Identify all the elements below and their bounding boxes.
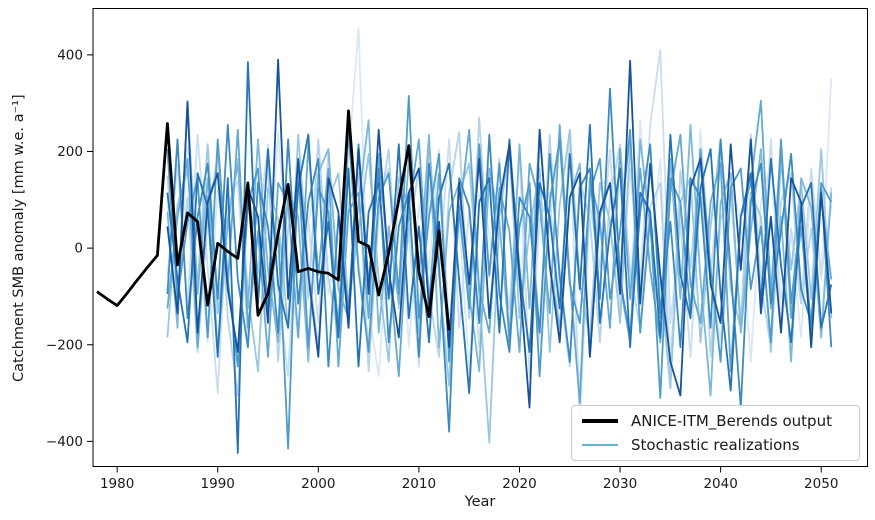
x-tick-label: 1980 (100, 476, 134, 492)
series-line-ANICE-ITM_Berends output (96, 109, 451, 331)
x-tick-label: 2020 (502, 476, 536, 492)
y-tick-label: −400 (46, 434, 83, 450)
series-line-stochastic-05 (166, 99, 833, 397)
x-tick-label: 2050 (804, 476, 838, 492)
x-tick-label: 2010 (402, 476, 436, 492)
series-line-stochastic-08 (166, 87, 833, 433)
series-line-stochastic-09 (166, 61, 833, 454)
legend-entry-stochastic: Stochastic realizations (582, 436, 859, 454)
series-line-stochastic-06 (166, 99, 833, 404)
y-axis-label: Catchment SMB anomaly [mm w.e. a⁻¹] (11, 94, 27, 382)
legend-line-sample-black (582, 419, 618, 423)
y-tick-label: 0 (74, 241, 83, 257)
x-tick-label: 2000 (301, 476, 335, 492)
plot-border (92, 8, 868, 467)
x-tick-label: 2040 (703, 476, 737, 492)
series-line-stochastic-10 (166, 58, 833, 409)
legend-line-sample-blue (582, 444, 618, 446)
y-tick-label: 200 (57, 144, 83, 160)
legend-entry-anice: ANICE-ITM_Berends output (582, 412, 859, 430)
legend-label-stochastic: Stochastic realizations (631, 436, 800, 454)
x-tick-label: 1990 (201, 476, 235, 492)
y-tick-label: 400 (57, 47, 83, 63)
x-tick-label: 2030 (603, 476, 637, 492)
legend: ANICE-ITM_Berends output Stochastic real… (571, 405, 860, 461)
y-tick-label: −200 (46, 337, 83, 353)
x-axis-label: Year (464, 494, 496, 510)
legend-label-anice: ANICE-ITM_Berends output (631, 412, 832, 430)
